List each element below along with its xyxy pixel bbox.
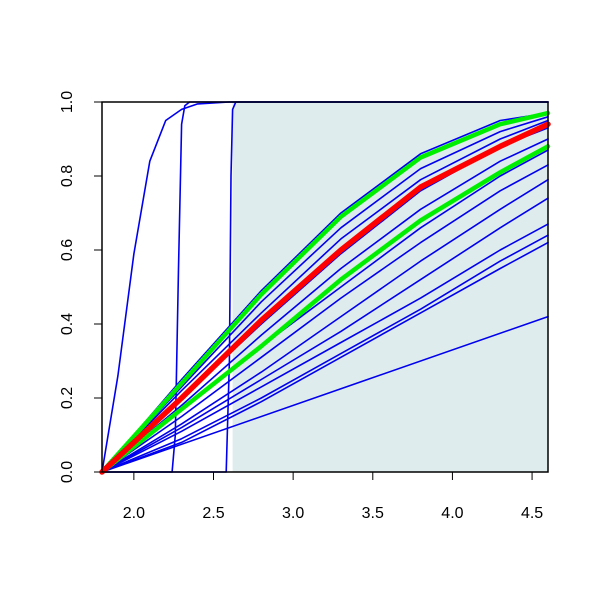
- series-line-curve-3: [101, 223, 549, 473]
- series-line-curve-12: [101, 112, 549, 473]
- plot-region: [232, 102, 548, 472]
- x-tick-label: 4.0: [441, 505, 463, 522]
- y-tick-label: 0.2: [59, 387, 76, 409]
- series-line-curve-4: [101, 197, 549, 473]
- series-line-curve-0: [101, 315, 549, 473]
- series-line-highlight-18: [99, 121, 551, 475]
- series-line-curve-8: [101, 138, 549, 473]
- y-tick-label: 0.0: [59, 461, 76, 483]
- plot-frame: [101, 101, 549, 473]
- y-axis: 0.0 0.2 0.4 0.6 0.8 1.0: [59, 91, 102, 483]
- series-line-curve-2: [101, 234, 549, 473]
- series-line-bound-16: [99, 144, 551, 475]
- y-tick-label: 1.0: [59, 91, 76, 113]
- x-tick-label: 3.0: [282, 505, 304, 522]
- y-tick-label: 0.6: [59, 239, 76, 261]
- x-tick-label: 2.5: [202, 505, 224, 522]
- y-tick-label: 0.8: [59, 165, 76, 187]
- series-line-curve-11: [101, 116, 549, 473]
- series-line-curve-1: [101, 241, 549, 473]
- series-line-bound-17: [99, 110, 551, 475]
- series-line-curve-10: [101, 119, 549, 473]
- series-line-curve-5: [101, 178, 549, 473]
- x-tick-label: 4.5: [521, 505, 543, 522]
- series-line-curve-6: [101, 164, 549, 473]
- shaded-region: [232, 102, 548, 472]
- x-axis: 2.0 2.5 3.0 3.5 4.0 4.5: [123, 472, 543, 522]
- x-tick-label: 2.0: [123, 505, 145, 522]
- x-tick-label: 3.5: [362, 505, 384, 522]
- y-tick-label: 0.4: [59, 313, 76, 335]
